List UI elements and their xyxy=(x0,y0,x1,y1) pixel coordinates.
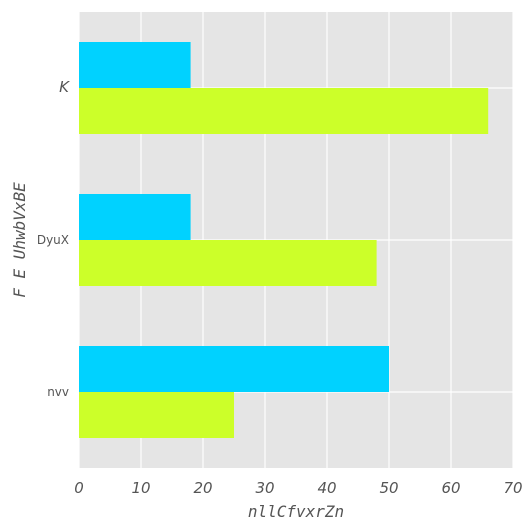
bar xyxy=(79,240,377,286)
x-tick-label: 10 xyxy=(131,479,150,497)
x-tick-labels: 0 10 20 30 40 50 60 70 xyxy=(74,479,522,497)
category-label: DyuX xyxy=(37,233,69,247)
bar xyxy=(79,194,191,240)
x-tick-label: 40 xyxy=(317,479,336,497)
y-axis-label: F E UhwbVxBE xyxy=(10,182,29,298)
bar xyxy=(79,346,389,392)
bars xyxy=(79,42,489,438)
x-tick-label: 20 xyxy=(193,479,212,497)
x-tick-label: 30 xyxy=(255,479,274,497)
bar xyxy=(79,392,234,438)
x-tick-label: 70 xyxy=(503,479,522,497)
x-tick-label: 60 xyxy=(441,479,460,497)
x-axis-label: nllCfvxrZn xyxy=(248,502,344,521)
x-tick-label: 50 xyxy=(379,479,398,497)
category-label: nvv xyxy=(47,385,69,399)
bar xyxy=(79,42,191,88)
category-label: K xyxy=(59,78,70,96)
x-tick-label: 0 xyxy=(74,479,84,497)
category-labels: K DyuX nvv xyxy=(37,78,70,399)
bar xyxy=(79,88,489,134)
